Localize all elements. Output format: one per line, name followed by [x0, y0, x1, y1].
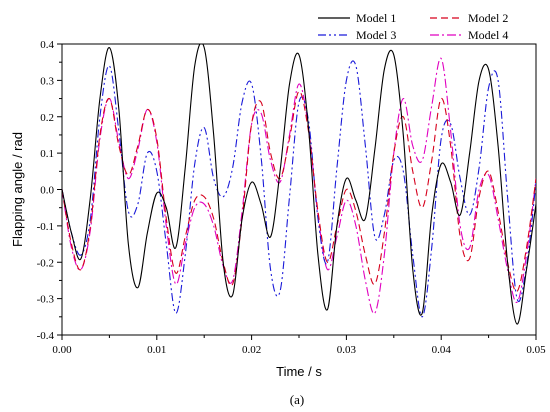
y-tick-label: 0.4: [40, 39, 54, 51]
x-axis-label: Time / s: [276, 364, 322, 379]
x-tick-label: 0.03: [337, 344, 357, 356]
series-layer: [62, 44, 536, 325]
y-tick-label: 0.2: [40, 112, 54, 124]
y-tick-label: -0.4: [37, 330, 55, 342]
legend-label-model-4: Model 4: [468, 28, 508, 42]
x-tick-label: 0.05: [526, 344, 546, 356]
legend: Model 1 Model 2 Model 3 Model 4: [318, 11, 508, 42]
series-line-model-4: [62, 57, 536, 315]
series-line-model-3: [62, 60, 536, 318]
y-axis-label: Flapping angle / rad: [10, 132, 25, 247]
y-tick-label: -0.1: [37, 221, 54, 233]
tick-layer: 0.00 0.01 0.02 0.03 0.04 0.05 -0.4 -0.3 -0.2 -0.1…: [37, 39, 547, 356]
y-tick-label: 0.0: [40, 185, 54, 197]
figure-caption: (a): [290, 392, 304, 407]
y-tick-label: 0.3: [40, 75, 54, 87]
series-line-model-1: [62, 44, 536, 325]
y-tick-label: -0.3: [37, 294, 55, 306]
x-tick-label: 0.04: [432, 344, 452, 356]
x-tick-label: 0.02: [242, 344, 261, 356]
x-tick-label: 0.00: [52, 344, 72, 356]
x-tick-label: 0.01: [147, 344, 166, 356]
y-tick-label: -0.2: [37, 257, 54, 269]
y-tick-label: 0.1: [40, 148, 54, 160]
legend-label-model-2: Model 2: [468, 11, 508, 25]
legend-label-model-3: Model 3: [356, 28, 396, 42]
legend-label-model-1: Model 1: [356, 11, 396, 25]
